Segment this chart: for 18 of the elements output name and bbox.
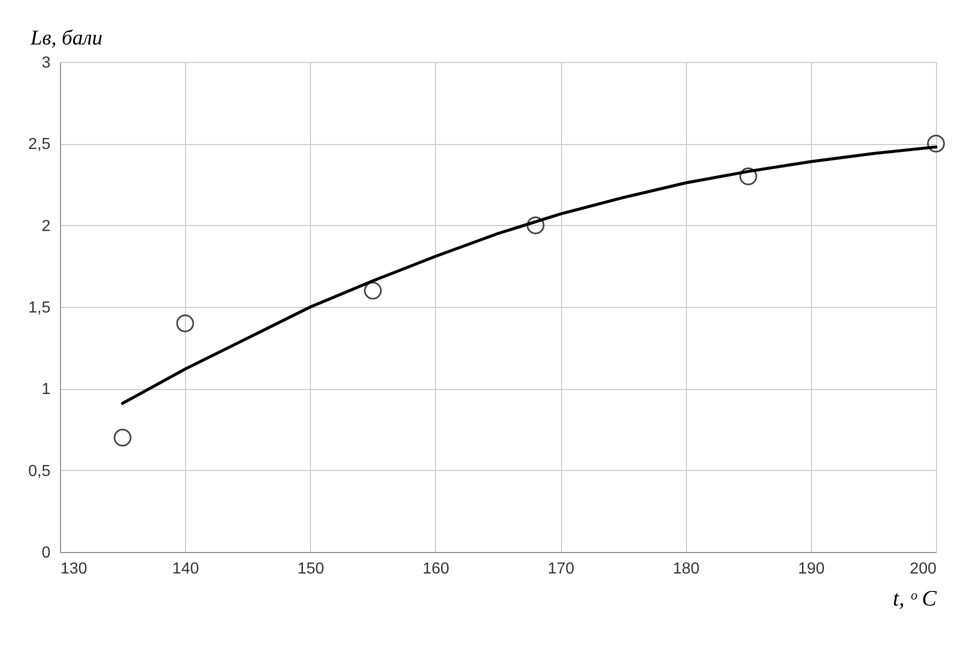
- line-series: [121, 145, 938, 405]
- x-tick-label: 140: [172, 560, 200, 578]
- x-tick-label: 150: [297, 560, 324, 578]
- y-tick-label: 1,5: [28, 300, 51, 316]
- x-tick-label: 190: [798, 560, 825, 578]
- y-axis-title: Lв, бали: [30, 26, 103, 50]
- x-tick-label: 170: [548, 560, 575, 578]
- y-tick-label: 0,5: [28, 462, 51, 480]
- y-tick-label: 3: [42, 54, 51, 72]
- y-tick-label: 2,5: [28, 136, 51, 154]
- x-tick-label: 200: [910, 560, 937, 578]
- x-tick-label: 160: [422, 560, 450, 578]
- y-tick-label: 1: [42, 381, 51, 398]
- x-axis-title: t, ᵒ C: [892, 586, 937, 610]
- x-tick-label: 130: [60, 560, 88, 578]
- y-tick-label: 0: [42, 544, 51, 562]
- x-tick-label: 180: [672, 560, 700, 578]
- y-tick-label: 2: [42, 218, 51, 235]
